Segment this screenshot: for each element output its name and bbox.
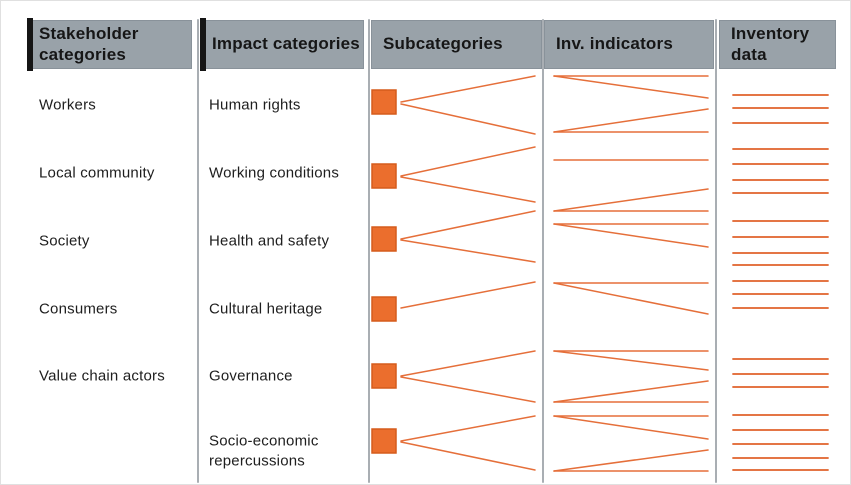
column-header-stakeholder-categories: Stakeholder categories bbox=[28, 20, 192, 69]
column-header-inv-indicators: Inv. indicators bbox=[544, 20, 714, 69]
subcategory-marker-square bbox=[371, 163, 397, 189]
column-header-label: Stakeholder categories bbox=[39, 23, 139, 64]
subcategory-fan-line bbox=[400, 210, 536, 240]
header-accent-bar bbox=[200, 18, 206, 71]
column-header-label: Subcategories bbox=[383, 34, 503, 54]
subcategory-fan-line bbox=[400, 441, 536, 471]
inventory-indicator-line bbox=[553, 415, 709, 440]
subcategory-fan-line bbox=[400, 75, 536, 103]
column-header-label: Impact categories bbox=[212, 34, 360, 54]
subcategory-fan-line bbox=[400, 103, 536, 135]
column-header-impact-categories: Impact categories bbox=[201, 20, 364, 69]
column-header-label: Inv. indicators bbox=[556, 34, 673, 54]
subcategory-marker-square bbox=[371, 89, 397, 115]
subcategory-fan-line bbox=[400, 415, 536, 442]
impact-category-label: Socio-economic repercussions bbox=[209, 432, 319, 470]
subcategory-marker-square bbox=[371, 226, 397, 252]
impact-category-label: Health and safety bbox=[209, 232, 330, 250]
subcategory-fan-line bbox=[400, 146, 536, 177]
subcategory-fan-line bbox=[400, 176, 536, 203]
inventory-indicator-line bbox=[553, 282, 709, 315]
stakeholder-category-label: Consumers bbox=[39, 300, 118, 318]
subcategory-fan-line bbox=[400, 281, 536, 309]
column-header-inventory-data: Inventory data bbox=[719, 20, 836, 69]
stakeholder-category-label: Society bbox=[39, 232, 90, 250]
impact-category-label: Human rights bbox=[209, 96, 301, 114]
inventory-indicator-line bbox=[553, 380, 709, 403]
inventory-indicator-line bbox=[553, 108, 709, 133]
stakeholder-category-label: Local community bbox=[39, 164, 155, 182]
header-accent-bar bbox=[27, 18, 33, 71]
inventory-indicator-line bbox=[553, 223, 709, 248]
inventory-indicator-line bbox=[553, 75, 709, 99]
subcategory-fan-line bbox=[400, 376, 536, 403]
subcategory-marker-square bbox=[371, 428, 397, 454]
impact-category-label: Governance bbox=[209, 367, 293, 385]
stakeholder-category-label: Value chain actors bbox=[39, 367, 165, 385]
subcategory-fan-line bbox=[400, 239, 536, 263]
inventory-indicator-line bbox=[553, 350, 709, 371]
subcategory-marker-square bbox=[371, 363, 397, 389]
column-header-label: Inventory data bbox=[731, 23, 810, 64]
subcategory-marker-square bbox=[371, 296, 397, 322]
inventory-indicator-line bbox=[553, 188, 709, 212]
subcategory-fan-line bbox=[400, 350, 536, 377]
impact-category-label: Working conditions bbox=[209, 164, 340, 182]
impact-category-label: Cultural heritage bbox=[209, 300, 323, 318]
stakeholder-category-label: Workers bbox=[39, 96, 96, 114]
column-header-subcategories: Subcategories bbox=[371, 20, 542, 69]
inventory-indicator-line bbox=[553, 449, 709, 472]
